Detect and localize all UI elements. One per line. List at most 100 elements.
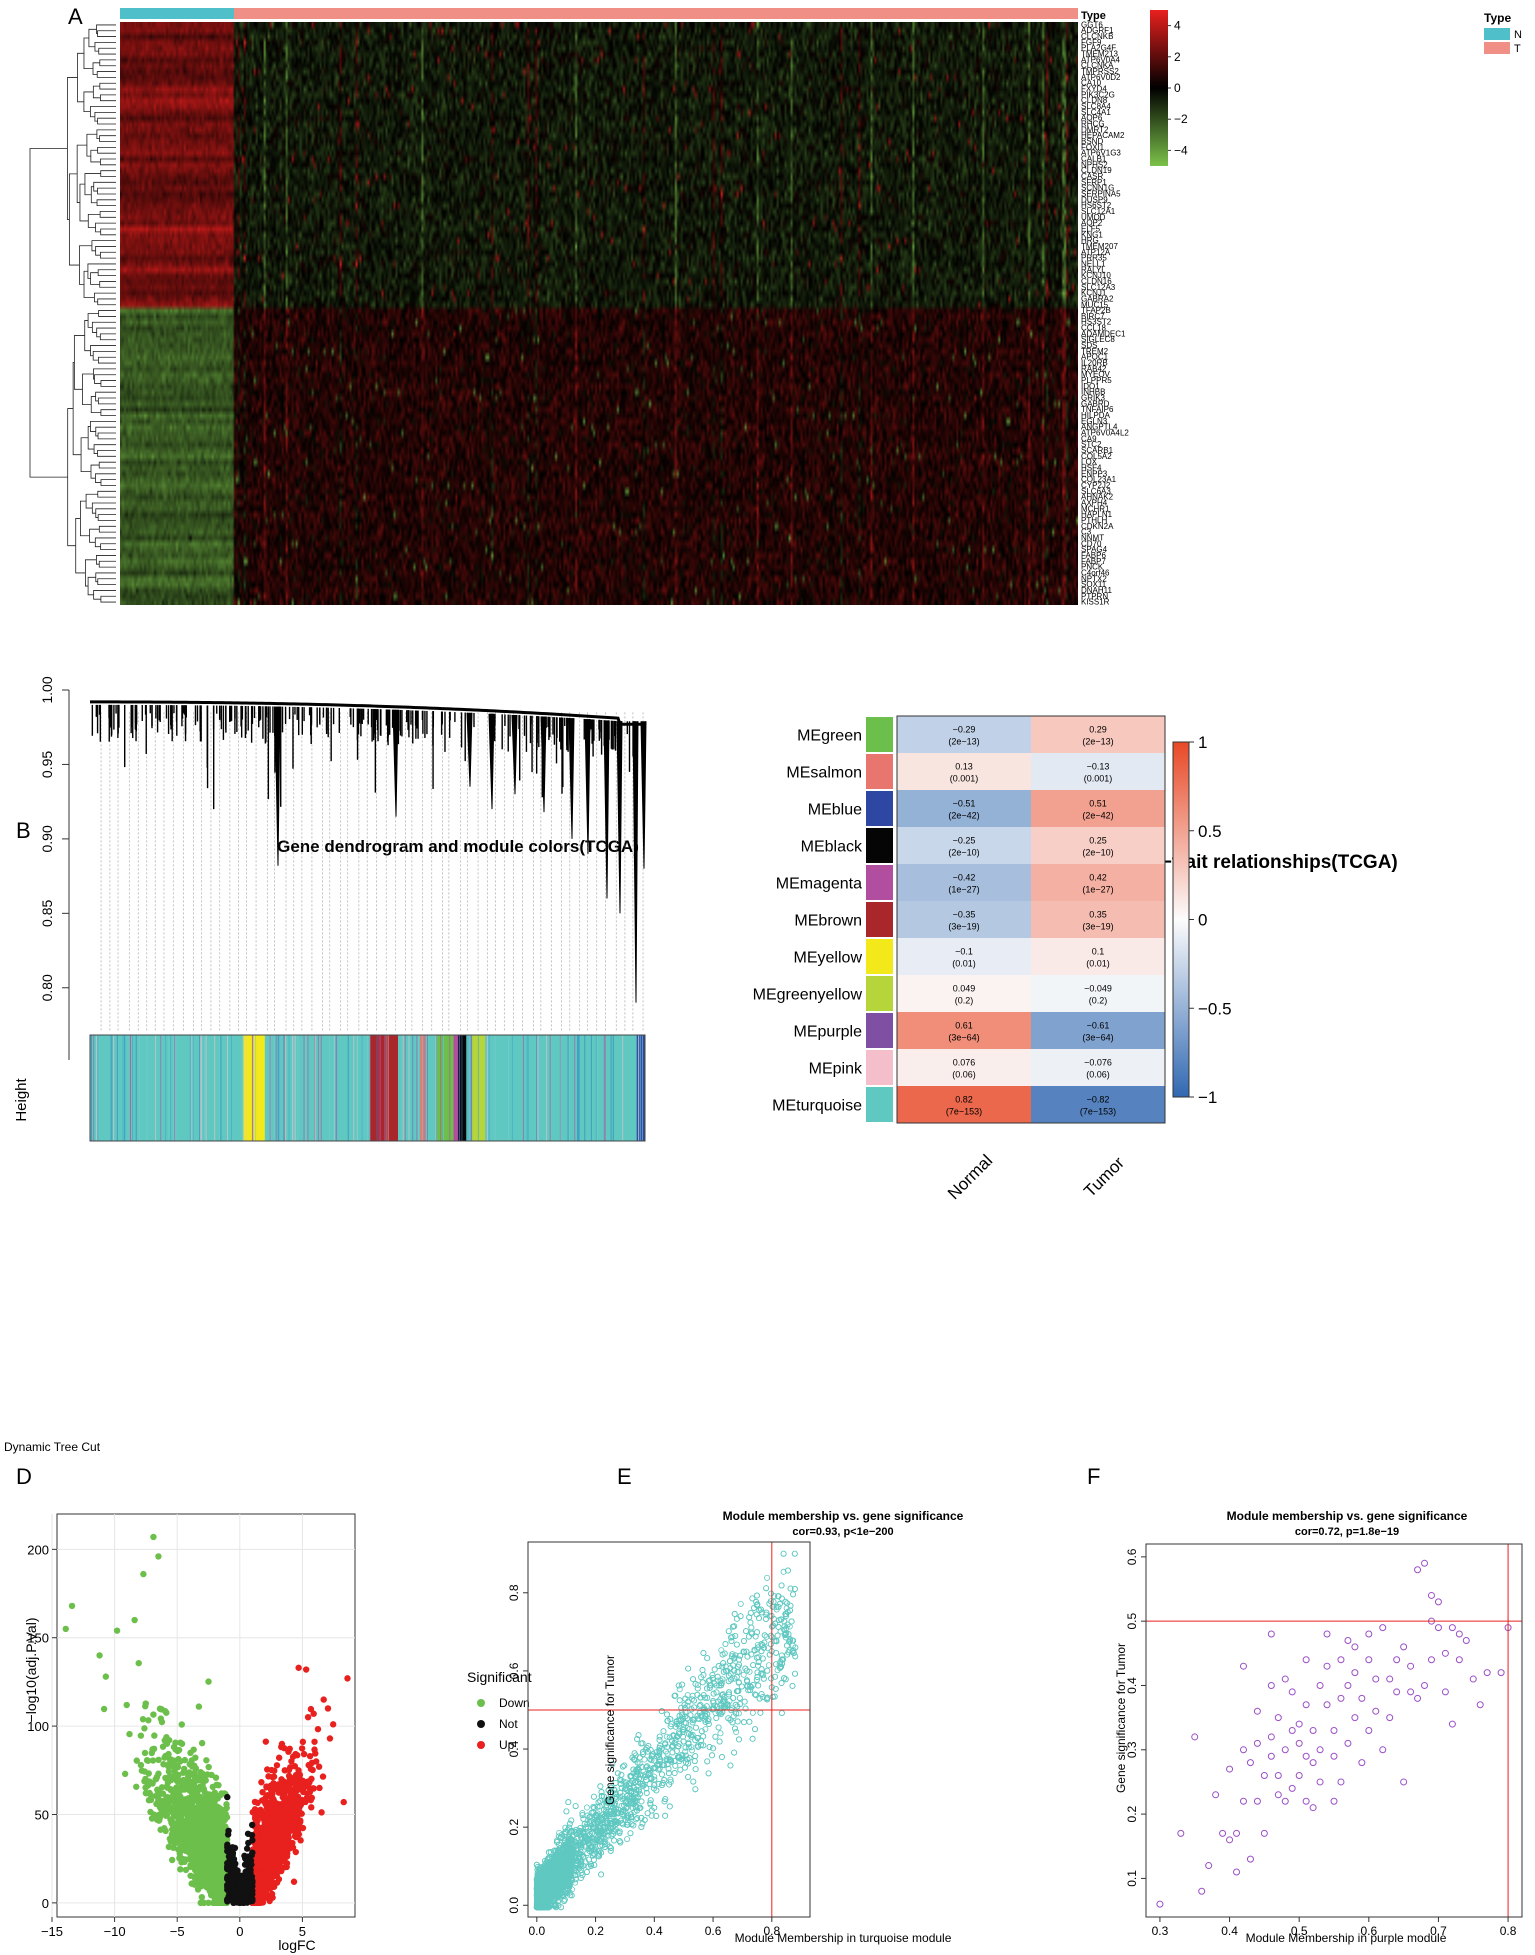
module-streak [297,1035,299,1141]
module-streak [477,1035,479,1141]
module-streak [640,1035,642,1141]
module-streak [417,1035,419,1141]
dendrogram-branch [87,263,116,279]
dendrogram-branch [92,62,100,75]
module-streak [230,1035,232,1141]
dendrogram-spike [616,721,623,914]
point-down [183,1820,190,1827]
module-streak [242,1035,244,1141]
gene-label-82: AHNAK2 [1081,493,1114,502]
y-tick-label: 50 [35,1807,49,1822]
point-down [205,1899,212,1907]
module-streak [537,1035,539,1141]
module-streak [205,1035,207,1141]
point-down [172,1812,180,1819]
point-down [217,1851,224,1859]
panel-e-scatter: Module membership vs. gene significance … [507,1509,964,1945]
module-streak [590,1035,592,1141]
gene-label-53: CCL18 [1081,324,1106,333]
point-up [312,1758,320,1765]
cell-pvalue: (3e−19) [1082,922,1113,932]
module-streak [369,1035,371,1141]
point-down [194,1865,201,1873]
point-up [251,1806,259,1813]
point-not [224,1847,231,1855]
cell-pvalue: (2e−42) [948,811,979,821]
point-down [191,1779,198,1787]
dendrogram-branch [87,576,96,596]
point-down [62,1625,69,1633]
point-down [146,1778,153,1785]
point-down [177,1815,184,1822]
point-down [196,1854,204,1861]
dendrogram-branch [86,133,97,157]
cell-cor: −0.51 [953,799,976,809]
dendrogram-branch [100,94,116,102]
dendrogram-spike [568,718,575,839]
point-up [315,1763,323,1770]
module-block-turquoise [466,1035,473,1141]
module-streak [165,1035,167,1141]
point-down [176,1821,184,1828]
scale-tick-label: −2 [1174,112,1188,126]
point-down [217,1890,224,1898]
gene-label-71: ATP6V0A4L2 [1081,429,1129,438]
cell-MEturquoise-normal [897,1086,1031,1123]
y-tick-label: 1.00 [39,676,55,703]
module-swatch-MEgreen [866,717,893,752]
point-down [205,1826,212,1833]
module-streak [470,1035,472,1141]
gene-label-27: CASR [1081,172,1103,181]
module-streak [612,1035,614,1141]
gene-label-31: DUSP9 [1081,195,1108,204]
cell-pvalue: (2e−10) [1082,848,1113,858]
module-streak [511,1035,513,1141]
module-streak [204,1035,206,1141]
gene-label-95: C4orf46 [1081,568,1110,577]
module-swatch-MEblue [866,791,893,826]
scale-tick-label: 2 [1174,50,1181,64]
y-tick-label: 100 [27,1719,49,1734]
point-up [269,1879,277,1886]
point-down [126,1730,133,1738]
point-not [244,1873,251,1880]
point-down [179,1778,187,1786]
dendrogram-branch [89,528,100,543]
point-up [304,1713,312,1721]
point-down [167,1838,175,1845]
point-not [233,1887,241,1895]
cell-cor: 0.35 [1089,910,1107,920]
point-up [296,1771,304,1779]
point-down [205,1798,212,1806]
panel-label-e: E [617,1464,632,1489]
cell-pvalue: (0.06) [952,1070,976,1080]
point-down [157,1715,165,1722]
point-down [189,1763,196,1770]
module-streak [508,1035,510,1141]
point-down [137,1761,145,1769]
module-streak [174,1035,176,1141]
gene-label-48: GABRA2 [1081,294,1114,303]
point-up [278,1819,286,1827]
x-tick-label: 5 [299,1924,306,1939]
point-down [183,1809,190,1817]
point-up [265,1866,273,1873]
scale-tick-label: −4 [1174,143,1188,157]
point-up [292,1825,300,1832]
point-up [319,1773,327,1780]
point-up [285,1772,293,1780]
dendrogram-branch [80,437,91,473]
cell-pvalue: (0.01) [952,959,976,969]
cell-pvalue: (0.06) [1086,1070,1110,1080]
dendrogram-spike [603,720,610,899]
cell-MEblack-tumor [1031,827,1165,864]
module-streak [603,1035,605,1141]
x-tick-label: 0.2 [587,1924,604,1938]
legend-dot-up [477,1741,485,1749]
module-streak [469,1035,471,1141]
dendrogram-branch [83,37,94,70]
gene-label-62: PLPPR5 [1081,376,1112,385]
cell-cor: −0.35 [953,910,976,920]
dendrogram-branch [88,28,97,48]
module-streak [129,1035,131,1141]
